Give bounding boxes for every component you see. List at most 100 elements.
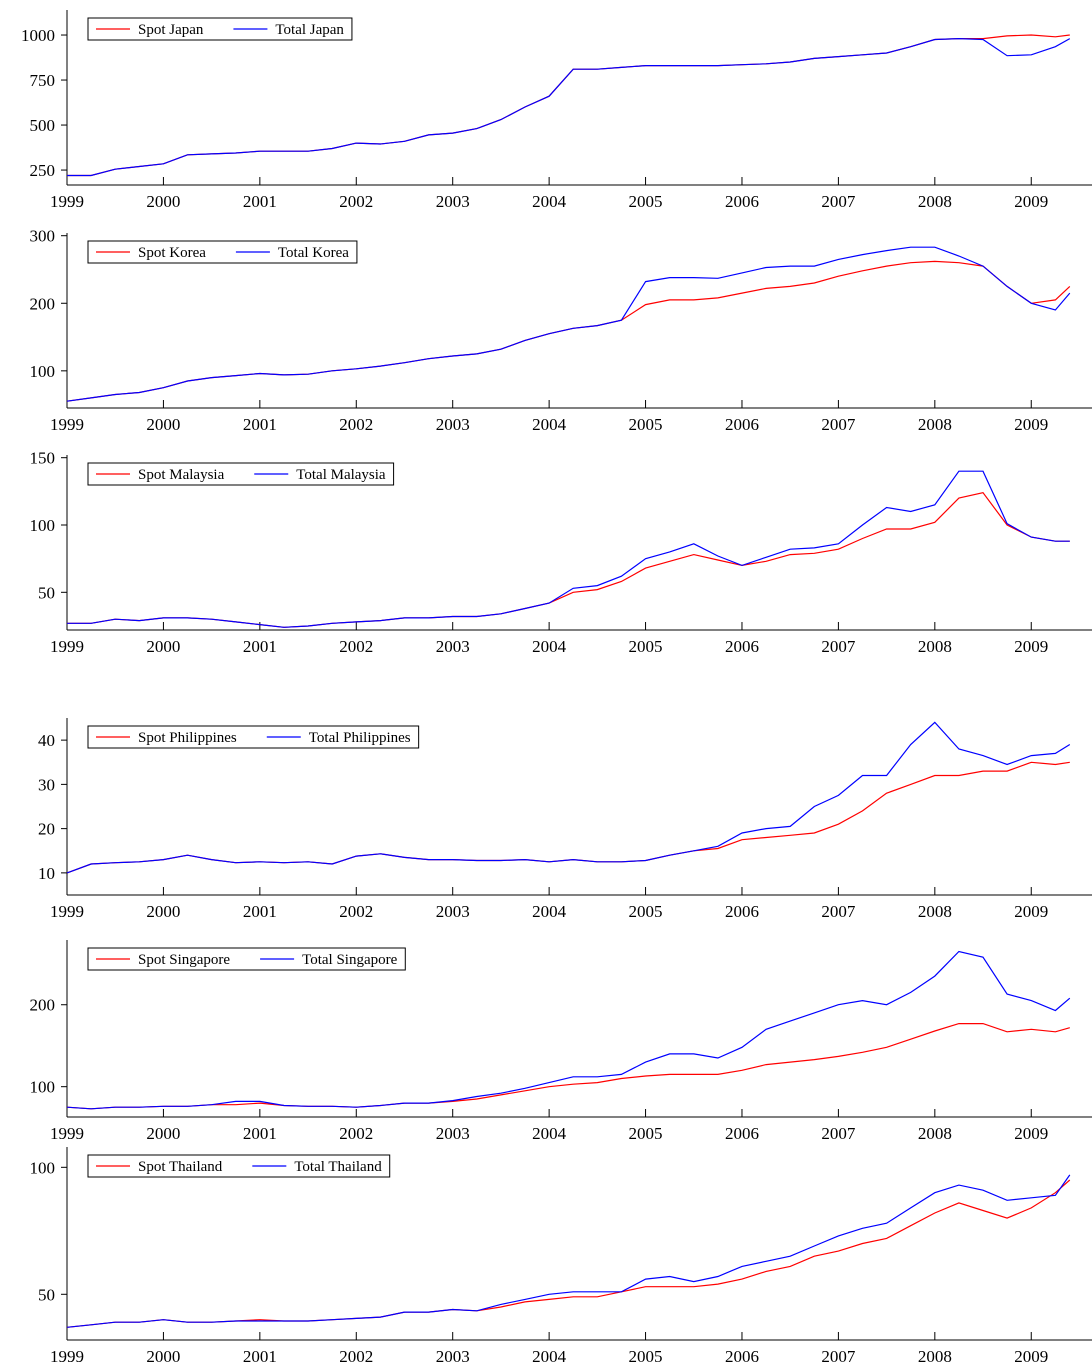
x-tick-label: 2002 xyxy=(339,637,373,656)
x-tick-label: 2009 xyxy=(1014,637,1048,656)
panel: 50 100 150 1999 2000 2001 2002 2003 2004 2005 2006… xyxy=(30,449,1092,656)
legend-label: Spot Malaysia xyxy=(138,467,225,483)
series-line xyxy=(66,721,1071,874)
y-tick-label: 100 xyxy=(30,1158,56,1177)
x-tick-label: 2007 xyxy=(821,415,856,434)
legend-label: Total Korea xyxy=(278,245,349,261)
panel: 50 100 1999 2000 2001 2002 2003 2004 2005 2006 200… xyxy=(30,1147,1092,1366)
x-tick-label: 2000 xyxy=(146,1124,180,1143)
legend-label: Spot Singapore xyxy=(138,952,230,968)
y-tick-label: 50 xyxy=(38,1285,55,1304)
legend-label: Total Japan xyxy=(275,22,344,38)
series-line xyxy=(67,470,1070,628)
y-tick-label: 20 xyxy=(38,820,55,839)
legend-label: Total Thailand xyxy=(294,1159,382,1175)
x-tick-label: 2005 xyxy=(629,902,663,921)
series-line xyxy=(66,950,1071,1110)
x-tick-label: 2003 xyxy=(436,1347,470,1366)
legend-label: Total Philippines xyxy=(309,730,411,746)
x-tick-label: 2006 xyxy=(725,192,759,211)
x-tick-label: 2009 xyxy=(1014,415,1048,434)
y-tick-label: 100 xyxy=(30,362,56,381)
x-tick-label: 1999 xyxy=(50,902,84,921)
x-tick-label: 2003 xyxy=(436,1124,470,1143)
legend-label: Total Malaysia xyxy=(296,467,386,483)
y-tick-label: 30 xyxy=(38,775,55,794)
x-tick-label: 2004 xyxy=(532,192,567,211)
x-tick-label: 2005 xyxy=(629,192,663,211)
x-tick-label: 2004 xyxy=(532,1347,567,1366)
x-tick-label: 2000 xyxy=(146,1347,180,1366)
x-tick-label: 1999 xyxy=(50,637,84,656)
x-tick-label: 2005 xyxy=(629,415,663,434)
y-tick-label: 200 xyxy=(30,996,56,1015)
x-tick-label: 2009 xyxy=(1014,1124,1048,1143)
x-tick-label: 2003 xyxy=(436,192,470,211)
legend-label: Spot Philippines xyxy=(138,730,237,746)
x-tick-label: 2001 xyxy=(243,902,277,921)
panel: 250 500 750 1000 1999 2000 2001 2002 2003 2004 200… xyxy=(21,10,1092,211)
y-tick-label: 250 xyxy=(30,161,56,180)
series-line xyxy=(67,37,1071,177)
y-tick-label: 50 xyxy=(38,583,55,602)
x-tick-label: 2009 xyxy=(1014,902,1048,921)
panel: 100 200 300 1999 2000 2001 2002 2003 2004 2005 200… xyxy=(30,227,1092,434)
x-tick-label: 2003 xyxy=(436,637,470,656)
y-tick-label: 750 xyxy=(30,71,56,90)
y-tick-label: 500 xyxy=(30,116,56,135)
x-tick-label: 2006 xyxy=(725,1124,759,1143)
series-line xyxy=(66,1174,1071,1328)
y-tick-label: 100 xyxy=(30,516,56,535)
x-tick-label: 2001 xyxy=(243,637,277,656)
x-tick-label: 2004 xyxy=(532,1124,567,1143)
legend-box xyxy=(87,17,353,41)
x-tick-label: 1999 xyxy=(50,192,84,211)
x-tick-label: 2008 xyxy=(918,902,952,921)
x-tick-label: 2002 xyxy=(339,902,373,921)
x-tick-label: 2007 xyxy=(821,192,856,211)
series-line xyxy=(66,761,1070,874)
x-tick-label: 2007 xyxy=(821,1347,856,1366)
x-tick-label: 2000 xyxy=(146,902,180,921)
x-tick-label: 2005 xyxy=(629,637,663,656)
panel: 10 20 30 40 1999 2000 2001 2002 2003 2004 2005 2006… xyxy=(38,718,1092,921)
x-tick-label: 2002 xyxy=(339,1347,373,1366)
x-tick-label: 2001 xyxy=(243,1124,277,1143)
legend-box xyxy=(87,947,406,971)
x-tick-label: 1999 xyxy=(50,1124,84,1143)
x-tick-label: 2008 xyxy=(918,415,952,434)
series-line xyxy=(67,34,1070,177)
legend-label: Total Singapore xyxy=(302,952,398,968)
x-tick-label: 2002 xyxy=(339,415,373,434)
x-tick-label: 2001 xyxy=(243,415,277,434)
legend-box xyxy=(87,240,358,264)
x-tick-label: 2007 xyxy=(821,902,856,921)
x-tick-label: 2009 xyxy=(1014,192,1048,211)
panel: 100 200 1999 2000 2001 2002 2003 2004 2005 2006 20… xyxy=(30,940,1092,1143)
x-tick-label: 2006 xyxy=(725,1347,759,1366)
x-tick-label: 2000 xyxy=(146,637,180,656)
y-tick-label: 10 xyxy=(38,864,55,883)
series-line xyxy=(67,492,1070,628)
y-tick-label: 150 xyxy=(30,449,56,468)
x-tick-label: 2004 xyxy=(532,902,567,921)
x-tick-label: 2007 xyxy=(821,637,856,656)
x-tick-label: 2008 xyxy=(918,192,952,211)
x-tick-label: 2006 xyxy=(725,637,759,656)
x-tick-label: 2008 xyxy=(918,1124,952,1143)
y-tick-label: 300 xyxy=(30,227,56,246)
y-tick-label: 40 xyxy=(38,731,55,750)
y-tick-label: 100 xyxy=(30,1078,56,1097)
x-tick-label: 2006 xyxy=(725,415,759,434)
x-tick-label: 1999 xyxy=(50,415,84,434)
legend-label: Spot Thailand xyxy=(138,1159,223,1175)
x-tick-label: 2001 xyxy=(243,192,277,211)
x-tick-label: 2006 xyxy=(725,902,759,921)
x-tick-label: 2005 xyxy=(629,1124,663,1143)
x-tick-label: 2003 xyxy=(436,415,470,434)
x-tick-label: 2000 xyxy=(146,192,180,211)
legend-box xyxy=(87,1154,391,1178)
y-tick-label: 1000 xyxy=(21,26,55,45)
legend-label: Spot Korea xyxy=(138,245,206,261)
